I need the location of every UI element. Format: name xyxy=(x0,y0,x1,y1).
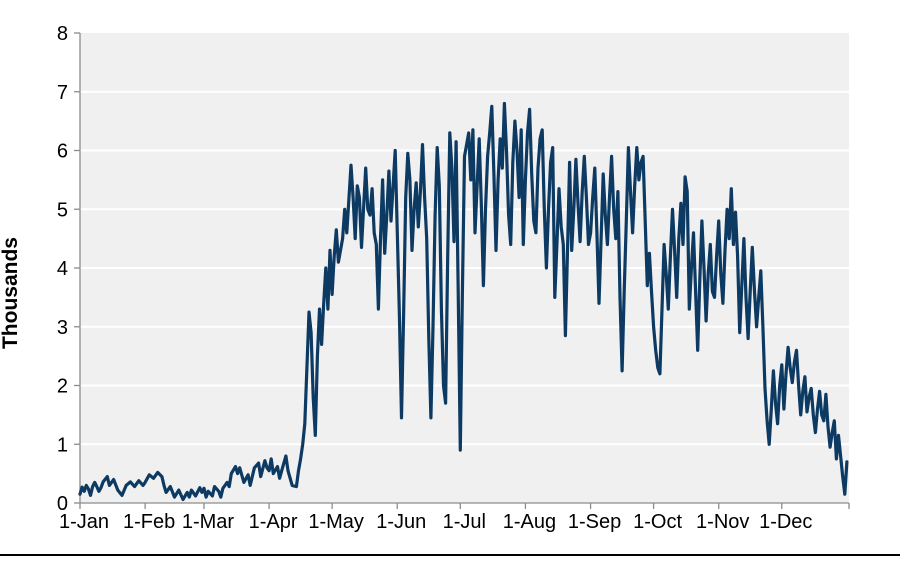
x-tick-label: 1-Jan xyxy=(59,511,109,533)
y-tick-label: 4 xyxy=(57,258,68,280)
x-tick-label: 1-Apr xyxy=(249,511,298,533)
y-tick-label: 5 xyxy=(57,199,68,221)
x-tick-label: 1-Sep xyxy=(568,511,621,533)
data-series-line xyxy=(78,101,849,502)
bottom-border-rule xyxy=(0,554,900,556)
y-tick-label: 2 xyxy=(57,376,68,398)
y-tick-label: 6 xyxy=(57,141,68,163)
y-tick-label: 1 xyxy=(57,434,68,456)
y-tick-label: 3 xyxy=(57,317,68,339)
y-axis-title: Thousands xyxy=(0,237,22,350)
x-tick-label: 1-Dec xyxy=(759,511,812,533)
x-tick-label: 1-Jul xyxy=(443,511,486,533)
x-tick-label: 1-Jun xyxy=(376,511,426,533)
x-tick-label: 1-Nov xyxy=(696,511,749,533)
y-tick-label: 8 xyxy=(57,23,68,45)
x-tick-label: 1-Feb xyxy=(123,511,175,533)
x-tick-label: 1-Aug xyxy=(503,511,556,533)
y-tick-label: 0 xyxy=(57,493,68,515)
x-tick-label: 1-Mar xyxy=(182,511,235,533)
x-tick-label: 1-Oct xyxy=(633,511,682,533)
x-tick-label: 1-May xyxy=(308,511,364,533)
y-tick-label: 7 xyxy=(57,82,68,104)
